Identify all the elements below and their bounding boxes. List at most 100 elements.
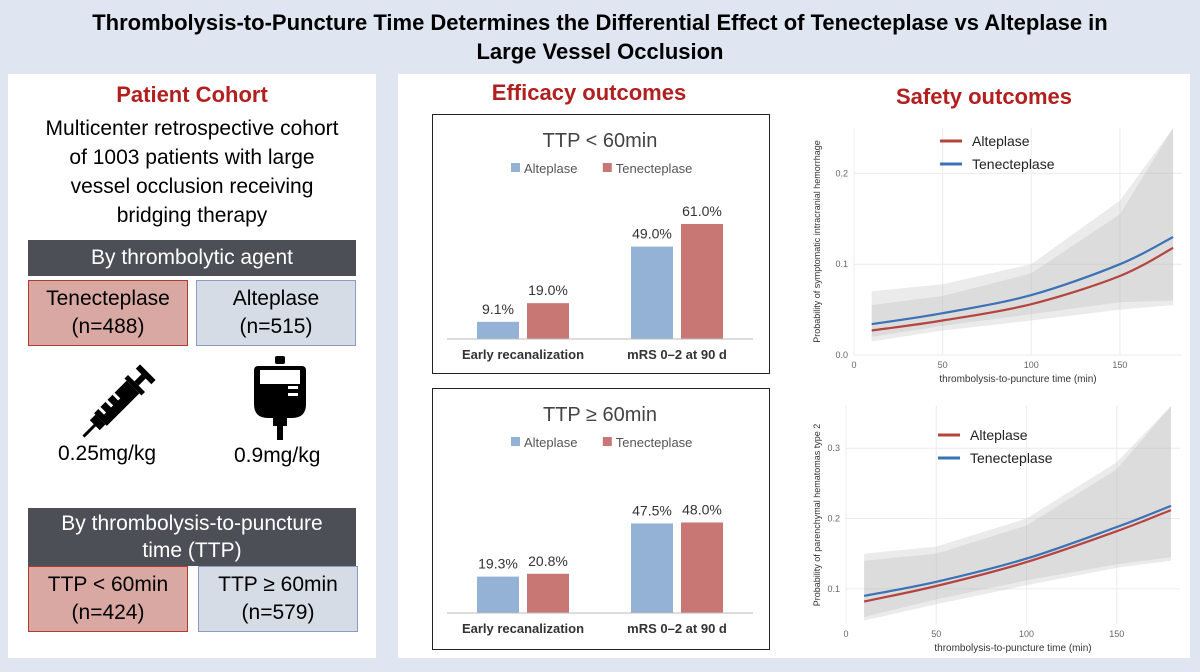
legend-label-alteplase: Alteplase [524,435,577,450]
category-label-early-recanalization: Early recanalization [462,621,584,636]
series-line-tenecteplase [863,504,1172,597]
patient-cohort-heading: Patient Cohort [116,82,268,107]
category-label-mrs-0-2-at-90-d: mRS 0–2 at 90 d [627,347,727,362]
legend-swatch-tenecteplase [602,163,612,172]
iv-bag-icon [254,356,306,440]
cohort-description-line: bridging therapy [116,204,268,227]
ttp-lt60-box: TTP < 60min (n=424) [28,566,188,632]
x-tick-label: 50 [931,629,941,639]
alteplase-n: (n=515) [239,315,313,338]
x-tick-label: 0 [851,360,856,370]
by-ttp-header-line: time (TTP) [142,539,242,562]
plot-area [854,128,1182,355]
confidence-band-tenecteplase [864,406,1171,617]
data-label-tenecteplase-mrs-0-2-at-90-d: 48.0% [682,501,722,517]
ttp-lt60-n: (n=424) [71,601,145,624]
bar-tenecteplase-mrs-0-2-at-90-d [681,522,723,613]
chart-title: TTP < 60min [543,130,658,152]
outcomes-panel: Efficacy outcomes Safety outcomes TTP < … [398,74,1190,658]
by-ttp-header-line: By thrombolysis-to-puncture [61,512,323,535]
tenecteplase-box: Tenecteplase (n=488) [28,280,188,346]
confidence-band-alteplase [864,406,1171,621]
cohort-description-line: vessel occlusion receiving [70,175,314,198]
legend-label-alteplase: Alteplase [524,161,577,176]
by-agent-header: By thrombolytic agent [28,240,356,276]
y-tick-label: 0.2 [835,168,848,178]
cohort-description-line: Multicenter retrospective cohort [45,117,339,140]
y-axis-label: Probability of symptomatic intracranial … [812,140,822,343]
x-tick-label: 150 [1112,360,1127,370]
tenecteplase-name: Tenecteplase [46,287,170,310]
legend-swatch-tenecteplase [602,437,612,446]
bar-chart-ttp-ge60-svg: TTP ≥ 60min Alteplase Tenecteplase 19.3% 20.… [447,404,753,636]
bar-alteplase-mrs-0-2-at-90-d [631,523,673,613]
ttp-ge60-box: TTP ≥ 60min (n=579) [198,566,358,632]
alteplase-box: Alteplase (n=515) [196,280,356,346]
data-label-alteplase-early-recanalization: 19.3% [478,556,518,572]
data-label-tenecteplase-mrs-0-2-at-90-d: 61.0% [682,203,722,219]
data-label-tenecteplase-early-recanalization: 20.8% [528,553,568,569]
line-chart-sich: 0 50 100 150 0.0 0.1 0.2 Alteplase Tenecteplase t… [812,128,1182,385]
legend-label-tenecteplase: Tenecteplase [972,156,1055,172]
x-tick-label: 100 [1019,629,1034,639]
infographic-title: Thrombolysis-to-Puncture Time Determines… [0,8,1200,66]
series-line-alteplase [863,509,1172,603]
bar-tenecteplase-mrs-0-2-at-90-d [681,223,723,339]
series-line-tenecteplase [871,236,1174,326]
alteplase-name: Alteplase [232,287,320,310]
ttp-lt60-name: TTP < 60min [47,573,169,596]
y-tick-label: 0.1 [827,584,840,594]
legend-swatch-alteplase [511,437,520,446]
patient-cohort-panel: Patient Cohort Multicenter retrospective… [8,74,376,658]
confidence-band-alteplase [871,128,1174,342]
x-tick-label: 150 [1109,629,1124,639]
x-tick-label: 0 [843,629,848,639]
category-label-early-recanalization: Early recanalization [462,347,584,362]
by-ttp-header: By thrombolysis-to-puncture time (TTP) [28,508,356,566]
bar-alteplase-mrs-0-2-at-90-d [631,246,673,339]
category-label-mrs-0-2-at-90-d: mRS 0–2 at 90 d [627,621,727,636]
bar-chart-ttp-lt60-svg: TTP < 60min Alteplase Tenecteplase 9.1% 19.0… [447,130,753,362]
legend-label-tenecteplase: Tenecteplase [616,435,693,450]
bar-alteplase-early-recanalization [477,576,519,613]
efficacy-heading: Efficacy outcomes [491,80,687,105]
title-line-2: Large Vessel Occlusion [476,39,724,64]
y-tick-label: 0.2 [827,514,840,524]
legend-label-alteplase: Alteplase [970,427,1028,443]
chart-title: TTP ≥ 60min [543,404,657,426]
data-label-tenecteplase-early-recanalization: 19.0% [528,282,568,298]
y-tick-label: 0.3 [827,443,840,453]
y-tick-label: 0.1 [835,259,848,269]
x-tick-label: 100 [1024,360,1039,370]
tenecteplase-n: (n=488) [71,315,145,338]
title-line-1: Thrombolysis-to-Puncture Time Determines… [92,10,1108,35]
series-line-alteplase [871,246,1174,332]
bar-tenecteplase-early-recanalization [527,573,569,613]
legend-label-tenecteplase: Tenecteplase [970,450,1053,466]
bar-chart-ttp-ge60: TTP ≥ 60min Alteplase Tenecteplase 19.3% 20.… [432,388,770,650]
safety-heading: Safety outcomes [895,84,1073,109]
bar-chart-ttp-lt60: TTP < 60min Alteplase Tenecteplase 9.1% 19.0… [432,114,770,374]
x-tick-label: 50 [938,360,948,370]
alteplase-dose: 0.9mg/kg [234,444,321,467]
x-axis-label: thrombolysis-to-puncture time (min) [934,643,1091,654]
ttp-ge60-name: TTP ≥ 60min [218,573,338,596]
data-label-alteplase-early-recanalization: 9.1% [482,301,514,317]
legend-label-alteplase: Alteplase [972,133,1030,149]
syringe-icon [82,364,156,438]
plot-area [846,406,1180,624]
y-axis-label: Probability of parenchymal hematomas typ… [812,424,822,607]
line-chart-ph2: 0 50 100 150 0.1 0.2 0.3 Alteplase Tenecteplase t… [812,406,1180,654]
bar-alteplase-early-recanalization [477,321,519,339]
data-label-alteplase-mrs-0-2-at-90-d: 49.0% [632,226,672,242]
x-axis-label: thrombolysis-to-puncture time (min) [939,374,1096,385]
cohort-description-line: of 1003 patients with large [69,146,315,169]
legend-swatch-alteplase [511,163,520,172]
bar-tenecteplase-early-recanalization [527,303,569,339]
legend-label-tenecteplase: Tenecteplase [616,161,693,176]
ttp-ge60-n: (n=579) [241,601,315,624]
data-label-alteplase-mrs-0-2-at-90-d: 47.5% [632,502,672,518]
cohort-description: Multicenter retrospective cohort of 1003… [8,114,376,230]
y-tick-label: 0.0 [835,350,848,360]
tenecteplase-dose: 0.25mg/kg [58,442,157,465]
